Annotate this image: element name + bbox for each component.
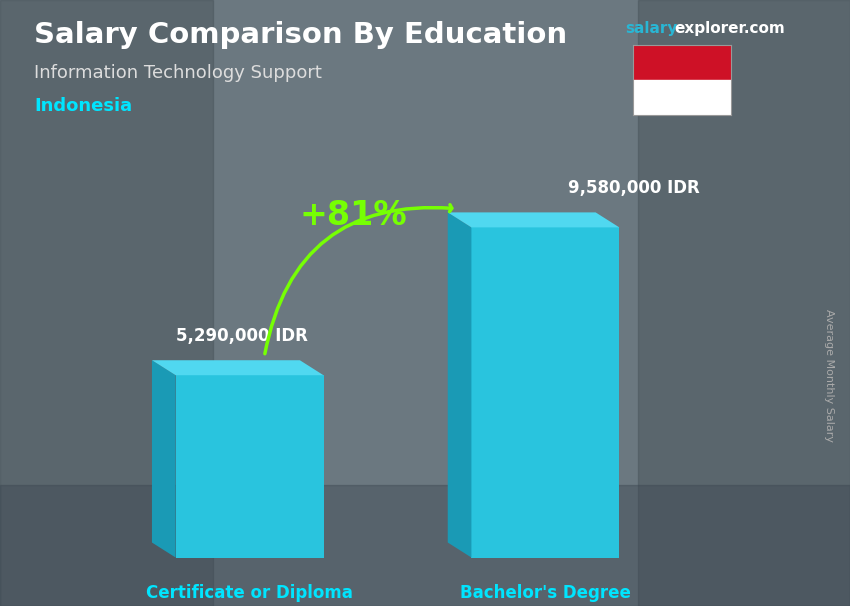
Text: +81%: +81% — [299, 199, 407, 231]
Bar — [633, 80, 731, 115]
Bar — [633, 45, 731, 80]
Text: explorer.com: explorer.com — [674, 21, 785, 36]
Text: 9,580,000 IDR: 9,580,000 IDR — [568, 179, 700, 198]
Bar — [638, 0, 850, 606]
Text: Certificate or Diploma: Certificate or Diploma — [146, 584, 353, 602]
Bar — [0, 485, 850, 606]
Text: Information Technology Support: Information Technology Support — [34, 64, 322, 82]
Text: Salary Comparison By Education: Salary Comparison By Education — [34, 21, 567, 49]
Text: Bachelor's Degree: Bachelor's Degree — [460, 584, 631, 602]
Text: 5,290,000 IDR: 5,290,000 IDR — [176, 327, 308, 345]
Bar — [0, 0, 212, 606]
Text: Average Monthly Salary: Average Monthly Salary — [824, 309, 834, 442]
Text: Indonesia: Indonesia — [34, 97, 132, 115]
Text: salary: salary — [625, 21, 677, 36]
FancyBboxPatch shape — [472, 227, 620, 558]
Polygon shape — [448, 212, 472, 558]
Polygon shape — [152, 360, 176, 558]
FancyBboxPatch shape — [176, 375, 324, 558]
Polygon shape — [152, 360, 324, 375]
Polygon shape — [448, 212, 620, 227]
